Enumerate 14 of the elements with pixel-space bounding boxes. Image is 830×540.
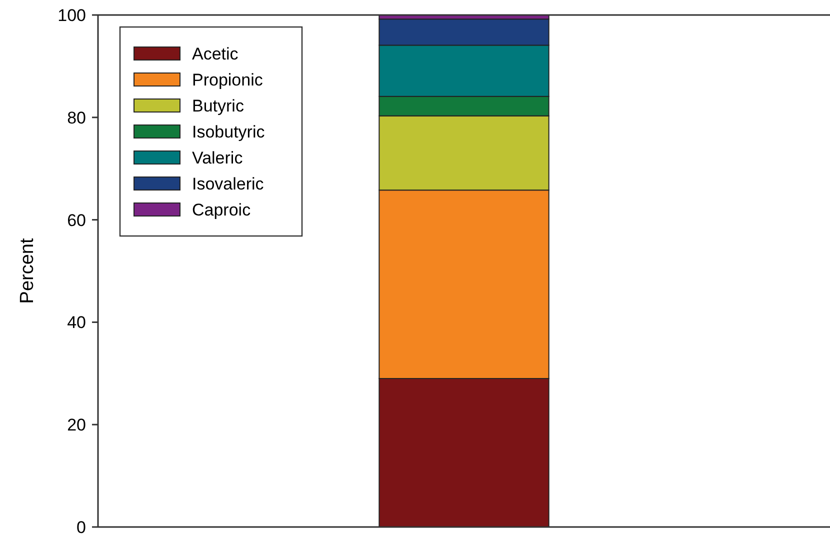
legend-label: Isovaleric [192, 174, 264, 194]
y-axis-title: Percent [17, 238, 38, 304]
legend-label: Valeric [192, 148, 244, 168]
y-tick-label: 20 [67, 416, 86, 435]
legend-label: Caproic [192, 200, 252, 220]
y-tick-label: 80 [67, 108, 86, 128]
y-tick-label: 0 [76, 518, 86, 537]
y-tick-label: 40 [67, 313, 86, 332]
y-tick-label: 60 [67, 210, 86, 230]
legend-label: Acetic [192, 44, 239, 64]
legend-label: Butyric [192, 96, 244, 116]
legend-label: Propionic [192, 70, 264, 90]
legend-label: Isobutyric [192, 122, 266, 142]
y-tick-label: 100 [58, 6, 86, 25]
